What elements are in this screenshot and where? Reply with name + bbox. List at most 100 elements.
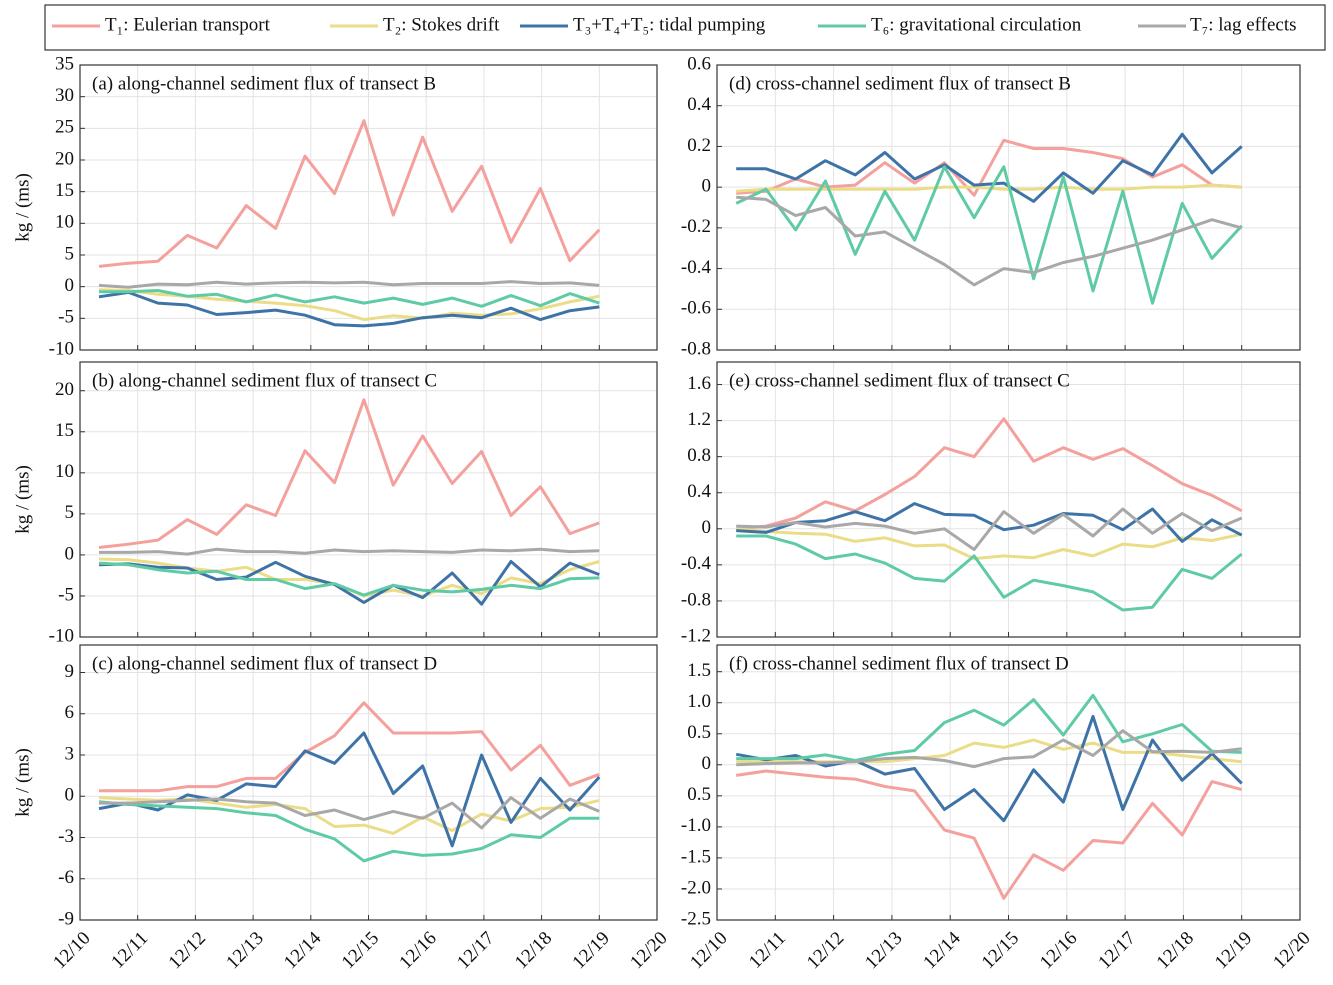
panel-title: (b) along-channel sediment flux of trans… <box>92 370 437 391</box>
y-axis-label: kg / (ms) <box>12 173 33 242</box>
y-tick-label: 0 <box>702 517 712 538</box>
y-tick-label: 0.2 <box>687 135 711 156</box>
x-tick-label: 12/20 <box>1269 928 1314 973</box>
legend-label: T₇: lag effects <box>1190 14 1297 35</box>
plot-frame <box>79 64 658 351</box>
y-tick-label: 5 <box>65 502 75 523</box>
y-tick-label: -1.5 <box>681 846 711 867</box>
x-tick-label: 12/18 <box>511 928 556 973</box>
y-tick-label: -2.0 <box>681 877 711 898</box>
legend: T₁: Eulerian transport T₂: Stokes drift T₃… <box>52 14 1297 35</box>
series-line <box>735 714 1243 823</box>
x-tick-label: 12/15 <box>978 928 1023 973</box>
y-tick-label: -6 <box>58 867 74 888</box>
y-tick-label: 0 <box>702 176 712 197</box>
y-tick-label: 1.2 <box>687 409 711 430</box>
x-tick-label: 12/20 <box>626 928 671 973</box>
plot-frame <box>716 361 1301 638</box>
panel-title: (a) along-channel sediment flux of trans… <box>92 73 436 94</box>
x-tick-label: 12/10 <box>49 928 94 973</box>
series-line <box>736 132 1243 203</box>
x-tick-label: 12/19 <box>1211 928 1256 973</box>
series-line <box>736 195 1243 287</box>
series-line <box>736 527 1243 561</box>
x-tick-label: 12/16 <box>395 928 440 973</box>
legend-label: T₁: Eulerian transport <box>105 14 271 35</box>
series-line <box>736 729 1242 769</box>
y-tick-label: -0.4 <box>681 553 712 574</box>
series-line <box>735 165 1243 305</box>
x-tick-label: 12/11 <box>107 928 152 973</box>
y-tick-label: -5 <box>58 307 74 328</box>
x-tick-label: 12/14 <box>919 927 965 973</box>
y-tick-label: 0.4 <box>687 94 711 115</box>
y-tick-label: 15 <box>55 180 74 201</box>
series-line <box>98 800 600 863</box>
y-tick-label: -3 <box>58 826 74 847</box>
plot-frame <box>79 361 658 638</box>
series-line <box>99 701 600 793</box>
y-tick-label: 0 <box>702 753 712 774</box>
plot-frame <box>79 644 658 921</box>
y-tick-label: -0.6 <box>681 298 711 319</box>
y-tick-label: 9 <box>65 661 75 682</box>
y-tick-label: 30 <box>55 85 74 106</box>
x-tick-label: 12/12 <box>803 928 848 973</box>
y-tick-label: 1.5 <box>687 660 711 681</box>
y-tick-label: -1.0 <box>681 815 711 836</box>
legend-label: T₆: gravitational circulation <box>871 14 1082 35</box>
y-tick-label: 0.8 <box>687 445 711 466</box>
series-line <box>98 731 601 848</box>
legend-label: T₃+T₄+T₅: tidal pumping <box>573 14 766 35</box>
series-line <box>736 417 1243 531</box>
series-line <box>736 507 1243 551</box>
series-line <box>98 561 600 597</box>
y-tick-label: 0.4 <box>687 481 711 502</box>
x-tick-label: 12/17 <box>453 928 498 973</box>
y-tick-label: -1.2 <box>681 625 711 646</box>
panel-title: (d) cross-channel sediment flux of trans… <box>729 73 1071 94</box>
y-tick-label: 15 <box>55 420 74 441</box>
y-axis-label: kg / (ms) <box>12 748 33 817</box>
series-line <box>99 547 600 556</box>
panel-title: (f) cross-channel sediment flux of trans… <box>729 653 1069 674</box>
y-tick-label: 1.6 <box>687 373 711 394</box>
y-tick-label: -0.4 <box>681 257 712 278</box>
x-tick-label: 12/19 <box>568 928 613 973</box>
y-tick-label: 6 <box>65 702 75 723</box>
x-tick-label: 12/14 <box>280 927 326 973</box>
y-tick-label: 25 <box>55 117 74 138</box>
y-tick-label: -2.5 <box>681 908 711 929</box>
y-tick-label: 3 <box>65 743 75 764</box>
x-tick-label: 12/13 <box>222 928 267 973</box>
legend-label: T₂: Stokes drift <box>383 14 500 35</box>
y-tick-label: 1.0 <box>687 691 711 712</box>
y-axis-label: kg / (ms) <box>12 465 33 534</box>
y-tick-label: 0.5 <box>687 784 711 805</box>
y-tick-label: -9 <box>58 908 74 929</box>
plot-frame <box>716 644 1301 921</box>
series-line <box>736 534 1243 612</box>
y-tick-label: -0.8 <box>681 589 711 610</box>
x-tick-label: 12/10 <box>686 928 731 973</box>
panel-title: (c) along-channel sediment flux of trans… <box>92 653 437 674</box>
series-line <box>98 119 601 268</box>
y-tick-label: 10 <box>55 212 74 233</box>
y-tick-label: 0 <box>65 543 75 564</box>
plot-frame <box>716 64 1301 351</box>
series-line <box>735 769 1243 900</box>
y-tick-label: 20 <box>55 148 74 169</box>
series-line <box>736 502 1243 543</box>
x-tick-label: 12/11 <box>745 928 790 973</box>
series-line <box>99 289 600 308</box>
x-tick-label: 12/18 <box>1153 928 1198 973</box>
y-tick-label: 0 <box>65 275 75 296</box>
y-tick-label: -10 <box>49 338 74 359</box>
panel-title: (e) cross-channel sediment flux of trans… <box>729 370 1070 391</box>
y-tick-label: -0.8 <box>681 338 711 359</box>
y-tick-label: -10 <box>49 625 74 646</box>
series-line <box>98 560 600 606</box>
series-line <box>99 796 600 830</box>
